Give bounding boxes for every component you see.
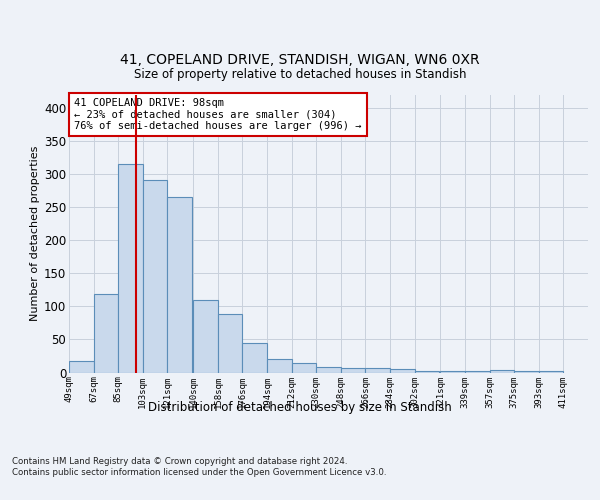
Bar (118, 164, 143, 372)
Bar (365, 368, 390, 372)
Text: Distribution of detached houses by size in Standish: Distribution of detached houses by size … (148, 401, 452, 414)
Bar (341, 368, 365, 372)
Bar (465, 371, 490, 372)
Bar (69, 360, 94, 372)
Bar (539, 370, 563, 372)
Text: 41 COPELAND DRIVE: 98sqm
← 23% of detached houses are smaller (304)
76% of semi-: 41 COPELAND DRIVE: 98sqm ← 23% of detach… (74, 98, 362, 131)
Text: Contains HM Land Registry data © Crown copyright and database right 2024.
Contai: Contains HM Land Registry data © Crown c… (12, 458, 386, 477)
Bar (440, 371, 465, 372)
Bar (514, 371, 539, 372)
Text: Size of property relative to detached houses in Standish: Size of property relative to detached ho… (134, 68, 466, 81)
Y-axis label: Number of detached properties: Number of detached properties (30, 146, 40, 322)
Bar (193, 300, 218, 372)
Bar (267, 360, 292, 372)
Bar (490, 370, 514, 372)
Text: 41, COPELAND DRIVE, STANDISH, WIGAN, WN6 0XR: 41, COPELAND DRIVE, STANDISH, WIGAN, WN6… (120, 54, 480, 68)
Bar (292, 362, 316, 372)
Bar (94, 294, 118, 372)
Bar (415, 371, 439, 372)
Bar (218, 314, 242, 372)
Bar (167, 198, 192, 372)
Bar (143, 180, 167, 372)
Bar (316, 367, 341, 372)
Bar (242, 344, 267, 372)
Bar (390, 369, 415, 372)
